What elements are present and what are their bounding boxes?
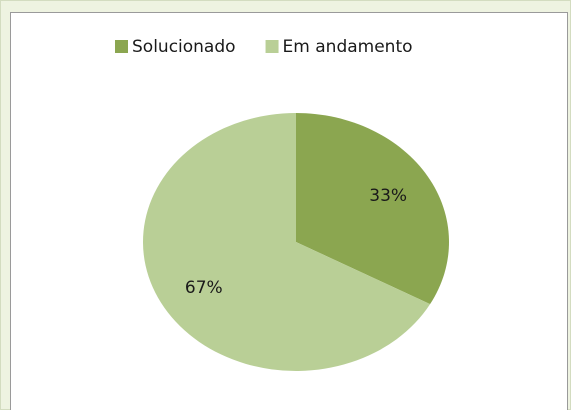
pie: 33% 67% <box>143 113 449 371</box>
pie-slice <box>143 113 431 371</box>
legend-swatch <box>115 40 128 53</box>
legend-label: Solucionado <box>132 37 236 57</box>
legend: Solucionado Em andamento <box>115 37 413 57</box>
legend-swatch <box>265 40 279 53</box>
legend-label: Em andamento <box>283 37 413 57</box>
data-label: 33% <box>369 186 407 206</box>
data-label: 67% <box>185 278 223 298</box>
pie-slice <box>296 113 449 305</box>
